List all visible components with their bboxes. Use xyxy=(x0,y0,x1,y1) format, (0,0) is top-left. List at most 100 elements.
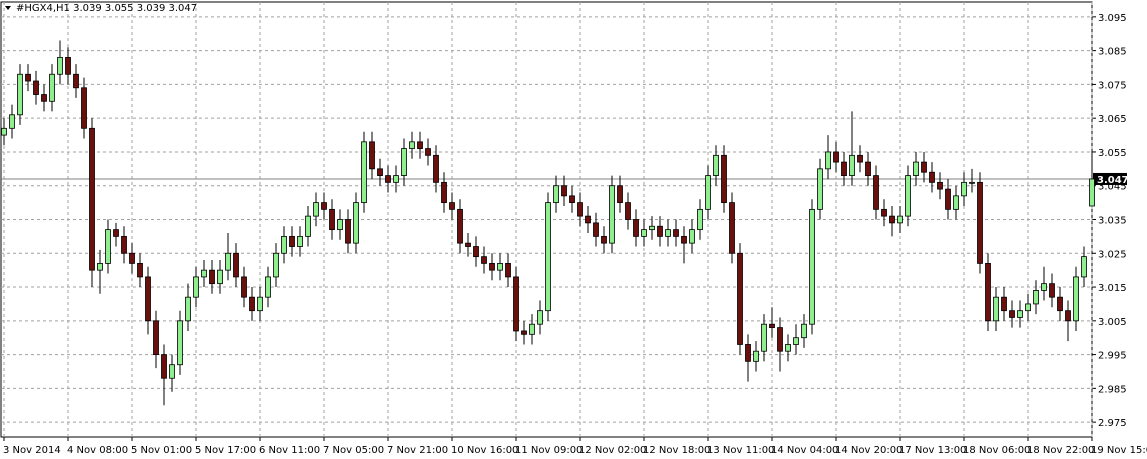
candle-body xyxy=(209,269,215,285)
candle-body xyxy=(849,154,855,176)
candle-body xyxy=(777,327,783,352)
candle-body xyxy=(673,229,679,237)
candle-body xyxy=(625,202,631,220)
candle-body xyxy=(553,185,559,204)
y-tick-label: 3.085 xyxy=(1098,47,1127,58)
candle-body xyxy=(145,276,151,322)
candle-body xyxy=(353,202,359,244)
y-tick-label: 3.015 xyxy=(1098,283,1127,294)
y-tick-label: 3.075 xyxy=(1098,80,1127,91)
candle-body xyxy=(81,87,87,129)
candle-body xyxy=(761,323,767,352)
candle-body xyxy=(801,323,807,339)
candle-body xyxy=(665,229,671,237)
candle-body xyxy=(65,56,71,75)
candle-body xyxy=(873,175,879,210)
candle-body xyxy=(961,181,967,197)
candle-body xyxy=(489,263,495,271)
x-tick-label: 19 Nov 15:00 xyxy=(1091,445,1147,456)
candle-body xyxy=(577,202,583,217)
candle-body xyxy=(49,73,55,102)
candle-body xyxy=(273,252,279,278)
candle-body xyxy=(225,252,231,271)
candle-body xyxy=(9,114,15,129)
x-tick-label: 12 Nov 02:00 xyxy=(579,445,646,456)
candle-body xyxy=(545,202,551,312)
candle-body xyxy=(57,56,63,75)
candle-body xyxy=(649,225,655,231)
candle-body xyxy=(1073,276,1079,322)
y-tick-label: 3.065 xyxy=(1098,114,1127,125)
candle-body xyxy=(585,215,591,224)
x-tick-label: 14 Nov 04:00 xyxy=(771,445,838,456)
candle-body xyxy=(681,235,687,244)
x-tick-label: 5 Nov 17:00 xyxy=(195,445,256,456)
candle-body xyxy=(921,161,927,173)
y-tick-label: 3.035 xyxy=(1098,216,1127,227)
candle-body xyxy=(297,235,303,247)
candle-body xyxy=(1033,290,1039,305)
candle-body xyxy=(697,208,703,231)
candle-body xyxy=(561,185,567,197)
candle-body xyxy=(825,151,831,170)
candle-body xyxy=(497,263,503,271)
candle-body xyxy=(617,185,623,204)
candle-body xyxy=(281,235,287,254)
y-tick-label: 3.055 xyxy=(1098,148,1127,159)
candle-body xyxy=(177,320,183,366)
menu-triangle[interactable] xyxy=(5,6,11,10)
candle-body xyxy=(337,219,343,231)
candle-body xyxy=(505,263,511,278)
candle-body xyxy=(785,344,791,352)
candle-body xyxy=(345,219,351,244)
candle-body xyxy=(321,202,327,210)
candle-body xyxy=(73,73,79,89)
candle-body xyxy=(713,154,719,176)
candle-body xyxy=(305,215,311,237)
candle-body xyxy=(977,181,983,264)
candle-body xyxy=(1065,310,1071,322)
candle-body xyxy=(377,168,383,176)
x-tick-label: 13 Nov 11:00 xyxy=(707,445,774,456)
candle-body xyxy=(1081,256,1087,278)
x-tick-label: 4 Nov 08:00 xyxy=(67,445,128,456)
x-tick-label: 5 Nov 01:00 xyxy=(131,445,192,456)
y-tick-label: 3.025 xyxy=(1098,249,1127,260)
candle-body xyxy=(985,263,991,322)
y-tick-label: 2.985 xyxy=(1098,384,1127,395)
candle-body xyxy=(657,225,663,237)
candle-body xyxy=(289,235,295,247)
y-tick-label: 3.005 xyxy=(1098,317,1127,328)
candle-body xyxy=(97,263,103,271)
candle-body xyxy=(737,252,743,345)
candle-body xyxy=(905,175,911,217)
candle-body xyxy=(881,208,887,217)
x-tick-label: 14 Nov 20:00 xyxy=(835,445,902,456)
candle-body xyxy=(481,256,487,264)
candle-body xyxy=(1057,296,1063,312)
candle-body xyxy=(233,252,239,278)
candle-body xyxy=(361,141,367,204)
candle-body xyxy=(449,202,455,210)
candle-body xyxy=(121,235,127,254)
candle-body xyxy=(161,354,167,379)
candle-body xyxy=(913,161,919,176)
candle-body xyxy=(393,175,399,183)
candle-body xyxy=(865,161,871,176)
x-tick-label: 3 Nov 2014 xyxy=(3,445,61,456)
candle-body xyxy=(153,320,159,355)
candle-body xyxy=(33,80,39,95)
candle-body xyxy=(945,188,951,210)
candle-body xyxy=(689,229,695,244)
candle-body xyxy=(529,323,535,335)
current-price-box xyxy=(1093,172,1127,185)
y-tick-label: 3.095 xyxy=(1098,13,1127,24)
candle-body xyxy=(769,323,775,328)
candle-body xyxy=(313,202,319,217)
candle-body xyxy=(241,276,247,298)
candle-body xyxy=(1009,310,1015,318)
candle-body xyxy=(929,171,935,183)
x-tick-label: 7 Nov 05:00 xyxy=(323,445,384,456)
candle-body xyxy=(609,185,615,244)
